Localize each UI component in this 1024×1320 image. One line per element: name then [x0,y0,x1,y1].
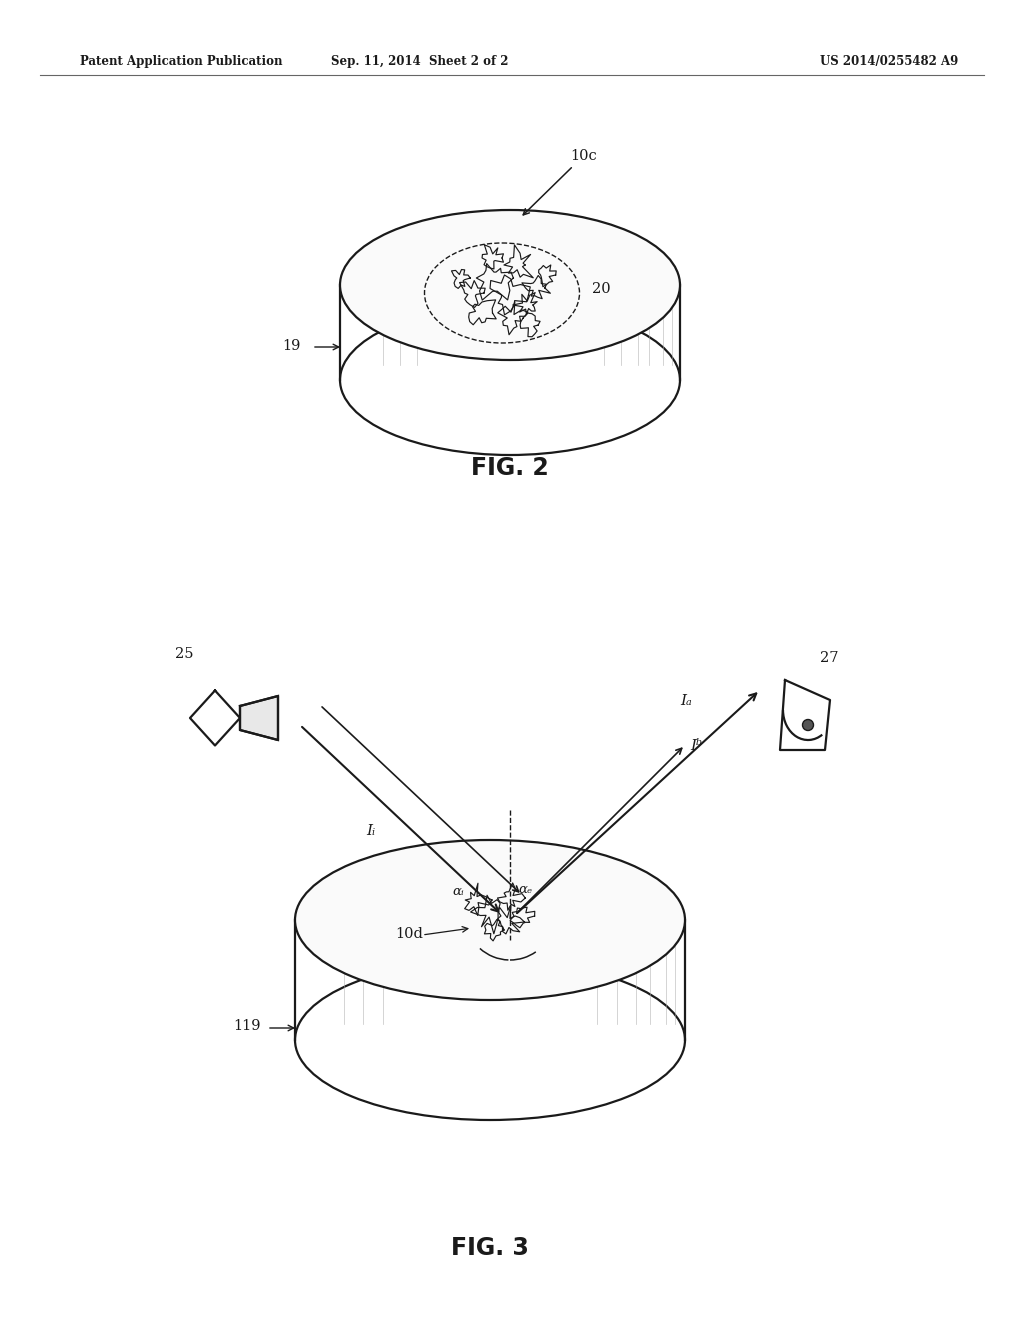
Text: αᵢ: αᵢ [452,884,464,898]
Text: 27: 27 [820,651,839,665]
Ellipse shape [340,210,680,360]
Ellipse shape [295,840,685,1001]
Text: US 2014/0255482 A9: US 2014/0255482 A9 [820,55,958,69]
Text: αₑ: αₑ [518,883,532,896]
Text: Iᵇ: Iᵇ [690,739,702,752]
Text: 10c: 10c [523,149,597,215]
Text: 25: 25 [175,647,194,661]
Text: Iᵢ: Iᵢ [366,824,375,838]
Text: 119: 119 [233,1019,260,1034]
Polygon shape [240,696,278,741]
Text: 10d: 10d [395,927,423,941]
Ellipse shape [803,719,813,730]
Text: FIG. 2: FIG. 2 [471,455,549,480]
Text: 20: 20 [592,282,610,296]
Text: FIG. 3: FIG. 3 [451,1236,529,1261]
Text: Sep. 11, 2014  Sheet 2 of 2: Sep. 11, 2014 Sheet 2 of 2 [331,55,509,69]
Text: Patent Application Publication: Patent Application Publication [80,55,283,69]
Text: Iₐ: Iₐ [680,694,692,708]
Text: 19: 19 [282,339,300,352]
